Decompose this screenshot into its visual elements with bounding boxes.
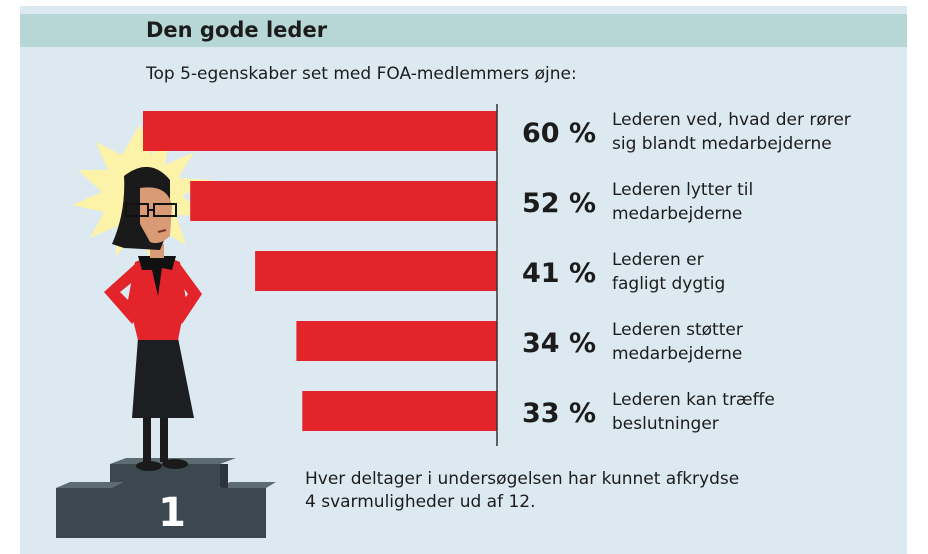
category-label-5-line-2: beslutninger [612,414,719,434]
header-band [20,14,907,47]
category-label-2-line-2: medarbejderne [612,204,742,224]
podium-number: 1 [158,490,186,536]
category-label-5-line-1: Lederen kan træffe [612,390,775,410]
category-label-2-line-1: Lederen lytter til [612,180,753,200]
note-line-2: 4 svarmuligheder ud af 12. [305,492,536,512]
bar-5 [302,391,497,431]
value-label-2: 52 % [522,188,596,219]
leader-illustration: 1 [56,124,276,538]
chart-title: Den gode leder [146,18,328,42]
value-label-4: 34 % [522,328,596,359]
category-label-3-line-1: Lederen er [612,250,704,270]
bar-4 [296,321,497,361]
category-label-1-line-2: sig blandt medarbejderne [612,134,832,154]
value-label-5: 33 % [522,398,596,429]
category-label-4-line-2: medarbejderne [612,344,742,364]
category-label-4-line-1: Lederen støtter [612,320,743,340]
bar-1 [143,111,497,151]
value-label-3: 41 % [522,258,596,289]
value-label-1: 60 % [522,118,596,149]
chart-subtitle: Top 5-egenskaber set med FOA-medlemmers … [146,64,577,84]
note-line-1: Hver deltager i undersøgelsen har kunnet… [305,469,740,489]
podium: 1 [56,458,276,538]
bar-2 [190,181,497,221]
category-label-1-line-1: Lederen ved, hvad der rører [612,110,851,130]
bar-3 [255,251,497,291]
category-label-3-line-2: fagligt dygtig [612,274,725,294]
bars-group: 60 % Lederen ved, hvad der rører sig bland… [143,110,851,434]
